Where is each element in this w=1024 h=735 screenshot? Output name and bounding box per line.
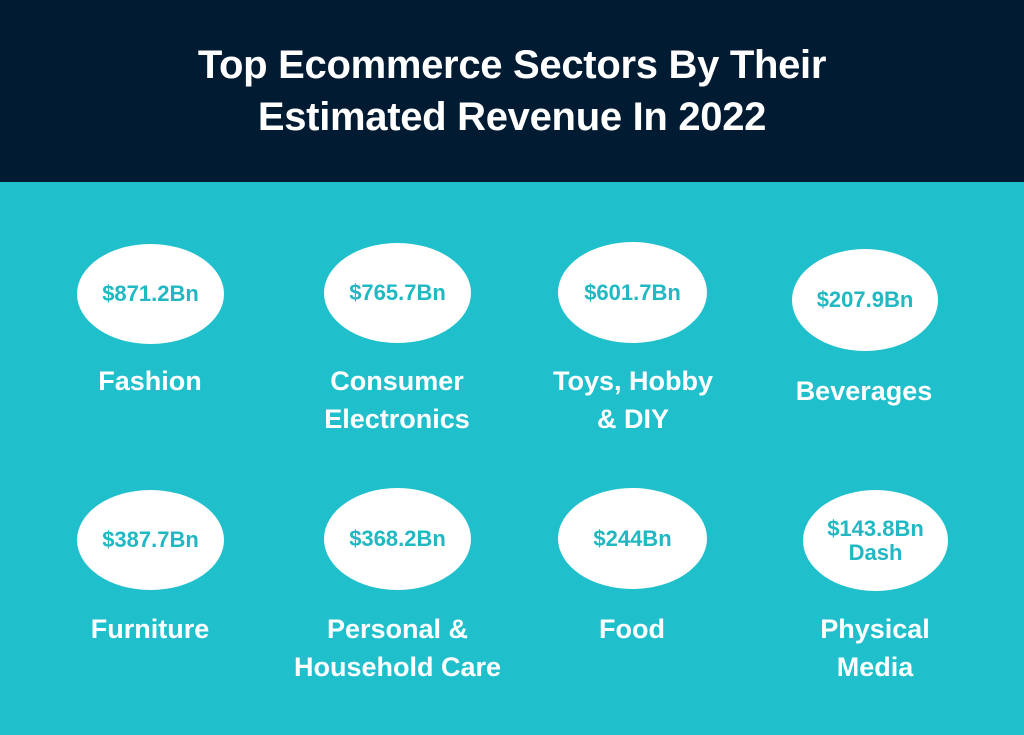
sector-value: $143.8Bn Dash — [827, 515, 924, 565]
sector-value: $244Bn — [593, 525, 672, 551]
sector-label: Personal & Household Care — [293, 614, 502, 682]
page-title: Top Ecommerce Sectors By Their Estimated… — [132, 39, 892, 143]
value-oval: $207.9Bn — [792, 249, 938, 351]
value-oval: $143.8Bn Dash — [803, 490, 948, 591]
sector-value: $765.7Bn — [349, 280, 446, 305]
sector-value: $871.2Bn — [102, 281, 199, 306]
sector-label: Furniture — [90, 614, 210, 644]
title-line-2: Estimated Revenue In 2022 — [257, 95, 767, 139]
value-oval: $387.7Bn — [77, 490, 224, 590]
value-oval: $244Bn — [558, 488, 707, 589]
value-oval: $601.7Bn — [558, 242, 707, 343]
sector-value: $387.7Bn — [102, 527, 199, 552]
sector-label: Physical Media — [820, 614, 930, 682]
header-banner: Top Ecommerce Sectors By Their Estimated… — [0, 0, 1024, 182]
value-oval: $368.2Bn — [324, 488, 471, 590]
sector-label: Beverages — [795, 376, 933, 406]
sector-label: Fashion — [98, 366, 202, 396]
sector-value: $368.2Bn — [349, 526, 446, 551]
sector-label: Consumer Electronics — [324, 366, 470, 434]
sector-label: Toys, Hobby & DIY — [552, 366, 713, 434]
title-line-1: Top Ecommerce Sectors By Their — [197, 43, 827, 87]
value-oval: $765.7Bn — [324, 243, 471, 343]
sector-value: $601.7Bn — [584, 279, 681, 305]
sector-value: $207.9Bn — [816, 287, 914, 312]
value-oval: $871.2Bn — [77, 244, 224, 344]
sector-label: Food — [599, 614, 665, 644]
